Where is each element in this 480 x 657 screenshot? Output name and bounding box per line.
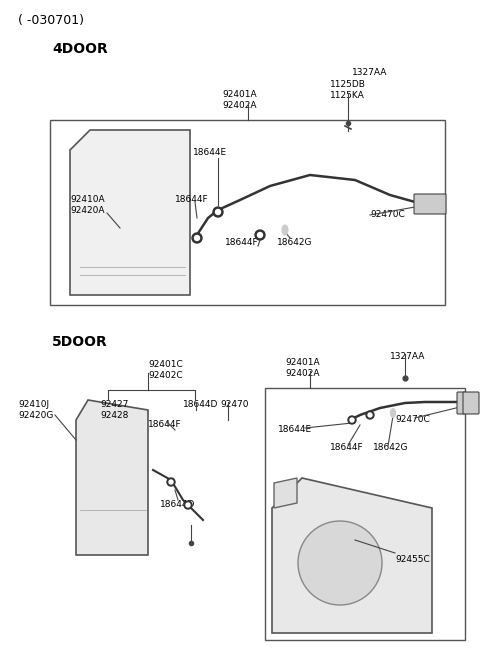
Text: 92455C: 92455C	[395, 555, 430, 564]
Text: 92410A: 92410A	[70, 195, 105, 204]
Text: 18644D: 18644D	[183, 400, 218, 409]
Text: 18642G: 18642G	[373, 443, 408, 452]
Text: 92402A: 92402A	[285, 369, 320, 378]
Ellipse shape	[282, 225, 288, 235]
Circle shape	[298, 521, 382, 605]
Text: 92428: 92428	[100, 411, 128, 420]
Text: 92401C: 92401C	[148, 360, 183, 369]
Circle shape	[216, 210, 220, 214]
Text: 18642G: 18642G	[277, 238, 312, 247]
Polygon shape	[70, 130, 190, 295]
Text: 92470C: 92470C	[370, 210, 405, 219]
Ellipse shape	[391, 409, 396, 417]
Text: 92427: 92427	[100, 400, 128, 409]
Circle shape	[257, 233, 263, 237]
Polygon shape	[272, 478, 432, 633]
Text: 18644F: 18644F	[175, 195, 209, 204]
Bar	[50, 120, 445, 305]
Polygon shape	[274, 478, 297, 508]
Circle shape	[350, 418, 354, 422]
Circle shape	[167, 478, 175, 486]
Bar	[265, 388, 465, 640]
Text: 92470: 92470	[220, 400, 249, 409]
Text: 1327AA: 1327AA	[390, 352, 425, 361]
Text: 4DOOR: 4DOOR	[52, 42, 108, 56]
Text: 92420G: 92420G	[18, 411, 53, 420]
Text: 18644F: 18644F	[225, 238, 259, 247]
Text: 92410J: 92410J	[18, 400, 49, 409]
Circle shape	[213, 207, 223, 217]
Text: 92402A: 92402A	[222, 101, 256, 110]
Circle shape	[194, 235, 200, 240]
Polygon shape	[76, 400, 148, 555]
FancyBboxPatch shape	[414, 194, 446, 214]
Circle shape	[255, 230, 265, 240]
Circle shape	[192, 233, 202, 243]
Circle shape	[186, 503, 190, 507]
Circle shape	[368, 413, 372, 417]
Text: 18644F: 18644F	[148, 420, 181, 429]
Text: 1327AA: 1327AA	[352, 68, 387, 77]
Text: 1125KA: 1125KA	[330, 91, 365, 100]
Text: 92420A: 92420A	[70, 206, 105, 215]
Text: 18644E: 18644E	[278, 425, 312, 434]
Text: 92401A: 92401A	[285, 358, 320, 367]
Circle shape	[348, 416, 356, 424]
Circle shape	[366, 411, 374, 419]
FancyBboxPatch shape	[457, 392, 465, 414]
Circle shape	[184, 501, 192, 509]
Text: 1125DB: 1125DB	[330, 80, 366, 89]
Text: 18644D: 18644D	[160, 500, 195, 509]
Text: 92402C: 92402C	[148, 371, 182, 380]
FancyBboxPatch shape	[463, 392, 479, 414]
Text: 5DOOR: 5DOOR	[52, 335, 108, 349]
Circle shape	[169, 480, 173, 484]
Text: 18644E: 18644E	[193, 148, 227, 157]
Text: 18644F: 18644F	[330, 443, 364, 452]
Text: 92401A: 92401A	[222, 90, 257, 99]
Text: 92470C: 92470C	[395, 415, 430, 424]
Text: ( -030701): ( -030701)	[18, 14, 84, 27]
